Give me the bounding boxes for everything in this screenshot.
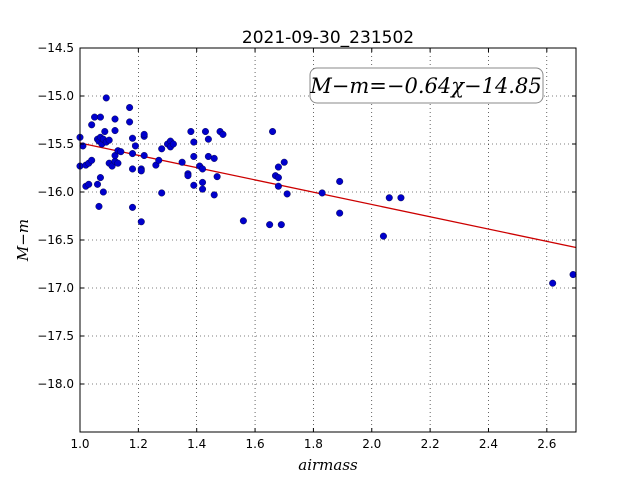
data-point [129,165,137,173]
x-axis-label: airmass [298,456,358,474]
data-point [102,94,110,102]
x-tick-label: 2.2 [421,437,440,451]
data-point [274,174,282,182]
data-point [379,232,387,240]
x-tick-label: 1.6 [246,437,265,451]
data-point [88,121,96,129]
data-point [184,172,192,180]
data-point [178,158,186,166]
data-point [280,158,288,166]
data-point [190,152,198,160]
y-tick-label: −15.0 [37,89,74,103]
x-tick-label: 1.8 [304,437,323,451]
data-point [99,188,107,196]
data-point [129,203,137,211]
data-point [397,194,405,202]
x-tick-label: 1.0 [70,437,89,451]
data-point [155,156,163,164]
data-point [385,194,393,202]
data-point [274,163,282,171]
x-tick-label: 1.2 [129,437,148,451]
y-tick-label: −17.0 [37,281,74,295]
y-axis-label: M−m [14,219,32,262]
data-point [126,118,134,126]
data-point [277,221,285,229]
grid [79,47,576,432]
data-point [187,128,195,136]
data-point [85,180,93,188]
data-point [137,167,145,175]
data-point [126,104,134,112]
data-point [158,189,166,197]
data-point [266,221,274,229]
x-tick-label: 2.4 [479,437,498,451]
data-point [88,156,96,164]
y-tick-labels: −14.5 −15.0 −15.5 −16.0 −16.5 −17.0 −17.5 −18.0 [37,41,74,391]
fit-line-group [79,142,577,249]
data-point [283,190,291,198]
data-points [76,94,577,287]
data-point [96,174,104,182]
data-point [111,115,119,123]
data-point [239,217,247,225]
data-point [91,113,99,121]
data-point [131,142,139,150]
x-tick-label: 2.0 [362,437,381,451]
data-point [129,150,137,158]
y-tick-label: −18.0 [37,377,74,391]
data-point [101,128,109,136]
annotation-text: M−m=−0.64χ−14.85 [309,74,541,98]
data-point [158,145,166,153]
chart-title: 2021-09-30_231502 [242,28,414,48]
data-point [549,279,557,287]
data-point [199,185,207,193]
data-point [105,136,113,144]
data-point [140,130,148,138]
data-point [169,140,177,148]
data-point [129,134,137,142]
data-point [204,152,212,160]
data-point [336,177,344,185]
data-point [569,271,577,279]
data-point [204,135,212,143]
axis-ticks [79,47,576,432]
fit-line [79,142,577,249]
y-tick-label: −15.5 [37,137,74,151]
data-point [94,180,102,188]
data-point [96,113,104,121]
data-point [210,154,218,162]
data-point [95,202,103,210]
x-tick-label: 1.4 [187,437,206,451]
data-point [140,152,148,160]
data-point [219,130,227,138]
data-point [114,159,122,167]
data-point [201,128,209,136]
data-point [318,189,326,197]
data-point [269,128,277,136]
y-tick-label: −16.0 [37,185,74,199]
x-tick-labels: 1.0 1.2 1.4 1.6 1.8 2.0 2.2 2.4 2.6 [70,437,556,451]
data-point [190,138,198,146]
data-point [199,165,207,173]
y-tick-label: −17.5 [37,329,74,343]
data-point [213,173,221,181]
data-point [199,178,207,186]
data-point [111,127,119,135]
x-tick-label: 2.6 [537,437,556,451]
data-point [210,191,218,199]
y-tick-label: −16.5 [37,233,74,247]
annotation-box [309,67,544,104]
data-point [274,182,282,190]
data-point [190,181,198,189]
data-point [336,209,344,217]
data-point [117,148,125,156]
data-point [137,218,145,226]
y-tick-label: −14.5 [37,41,74,55]
